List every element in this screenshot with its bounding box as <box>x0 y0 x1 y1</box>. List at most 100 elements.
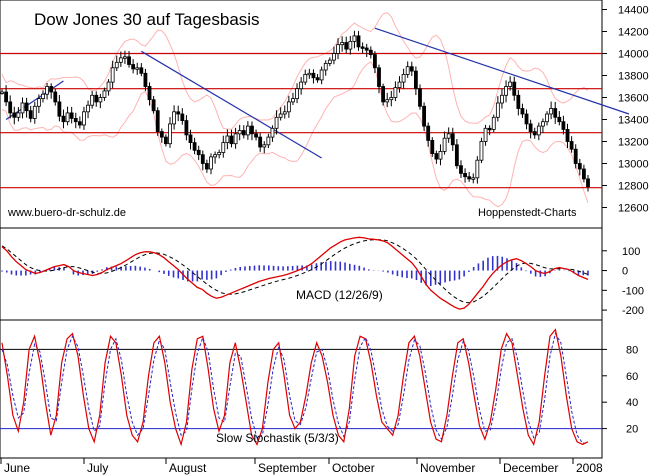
stoch-panel: Slow Stochastik (5/3/3) 20 40 60 80 <box>0 319 638 459</box>
price-tick-label: 13200 <box>618 137 649 149</box>
price-candle <box>508 76 513 91</box>
price-candle <box>20 97 25 119</box>
month-label: August <box>169 461 207 475</box>
price-candle <box>135 62 140 75</box>
price-candle <box>274 110 279 135</box>
price-candle <box>221 135 226 158</box>
price-candle <box>106 79 111 96</box>
price-candle <box>479 137 484 164</box>
price-candle <box>426 122 431 147</box>
price-candle <box>545 111 549 126</box>
price-candle <box>250 121 254 141</box>
price-candle <box>225 129 230 150</box>
month-label: December <box>503 461 558 475</box>
upper-band <box>1 12 589 130</box>
price-candle <box>418 84 422 110</box>
price-candle <box>291 92 295 105</box>
price-candle <box>16 107 21 122</box>
price-candle <box>561 115 566 135</box>
price-candle <box>159 128 164 143</box>
price-candle <box>413 66 418 96</box>
price-candle <box>397 76 402 93</box>
price-candle <box>41 90 45 103</box>
price-candle <box>118 51 123 67</box>
price-tick-label: 13000 <box>618 159 649 171</box>
month-label: October <box>332 461 375 475</box>
price-candle <box>483 124 488 146</box>
price-candle <box>434 150 439 164</box>
price-candle <box>536 122 541 141</box>
price-candle <box>8 95 13 119</box>
price-candle <box>364 43 369 58</box>
price-candle <box>409 61 414 77</box>
macd-line <box>1 236 589 310</box>
price-candle <box>401 68 406 89</box>
price-candle <box>139 63 144 77</box>
price-candle <box>4 85 8 107</box>
price-candle <box>57 94 62 122</box>
price-tick-label: 13800 <box>618 71 649 83</box>
watermark-left: www.buero-dr-schulz.de <box>7 207 126 219</box>
month-label: September <box>258 461 317 475</box>
price-candle <box>500 88 504 109</box>
price-candle <box>36 94 41 114</box>
price-candle <box>381 83 386 106</box>
price-candle <box>217 149 222 159</box>
price-candle <box>491 114 496 133</box>
price-candle <box>549 101 554 120</box>
stoch-tick-label: 40 <box>626 397 638 409</box>
watermark-right: Hoppenstedt-Charts <box>478 207 577 219</box>
price-candle <box>299 77 304 95</box>
stoch-tick-label: 60 <box>626 371 638 383</box>
price-candle <box>573 144 578 169</box>
price-candle <box>516 90 521 116</box>
price-candle <box>61 109 66 129</box>
price-candle <box>127 51 131 68</box>
price-candle <box>49 83 54 99</box>
price-candle <box>172 105 177 130</box>
price-candle <box>102 87 107 101</box>
price-candle <box>286 95 291 118</box>
price-candle <box>213 151 217 164</box>
price-candle <box>192 137 197 155</box>
price-candle <box>24 97 29 118</box>
price-candle <box>73 112 78 129</box>
price-panel: Dow Jones 30 auf Tagesbasis www.buero-dr… <box>0 0 649 229</box>
price-tick-label: 14000 <box>618 49 649 61</box>
price-candle <box>577 158 582 176</box>
stoch-d-line <box>1 332 588 444</box>
price-candle <box>82 106 86 130</box>
price-tick-label: 13400 <box>618 115 649 127</box>
price-candle <box>131 59 136 74</box>
price-candle <box>315 73 320 83</box>
price-candle <box>467 171 472 182</box>
price-candle <box>393 81 398 102</box>
price-candle <box>352 30 357 49</box>
price-candle <box>278 107 283 121</box>
price-candle <box>229 129 234 148</box>
price-candle <box>110 60 115 89</box>
price-tick-label: 12800 <box>618 181 649 193</box>
price-candle <box>327 57 332 67</box>
macd-tick-label: 100 <box>622 246 640 258</box>
trendline <box>141 50 322 159</box>
price-candle <box>520 103 525 118</box>
price-candle <box>340 36 345 52</box>
price-candle <box>532 127 537 139</box>
price-candle <box>446 127 451 143</box>
price-candle <box>233 127 238 149</box>
price-candle <box>270 125 275 142</box>
price-candle <box>94 91 99 107</box>
price-candle <box>307 68 312 79</box>
price-candle <box>450 127 455 151</box>
price-tick-label: 14200 <box>618 27 649 39</box>
price-candle <box>565 123 570 148</box>
month-label: November <box>420 461 475 475</box>
price-candle <box>582 164 586 183</box>
price-candle <box>90 91 95 109</box>
price-candle <box>209 153 213 175</box>
chart-title: Dow Jones 30 auf Tagesbasis <box>34 10 260 29</box>
price-candle <box>422 102 426 131</box>
price-candle <box>204 159 209 173</box>
macd-tick-label: -200 <box>622 305 644 317</box>
